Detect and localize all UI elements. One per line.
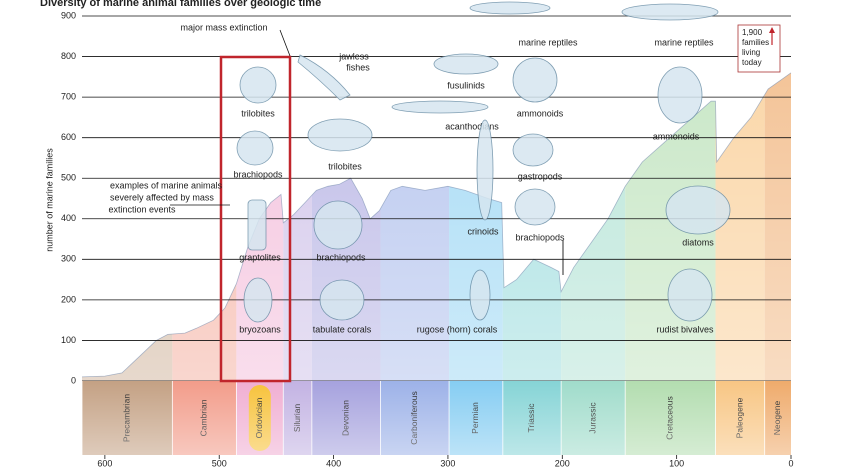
illustration bbox=[313, 200, 363, 250]
y-tick-label: 500 bbox=[61, 173, 76, 183]
illustration bbox=[512, 57, 558, 103]
illustration bbox=[243, 277, 273, 323]
y-tick-label: 700 bbox=[61, 91, 76, 101]
x-tick-label: 500 bbox=[212, 458, 227, 468]
illustration bbox=[391, 100, 489, 114]
annotation: fusulinids bbox=[447, 80, 485, 90]
x-tick-label: 100 bbox=[669, 458, 684, 468]
y-tick-label: 300 bbox=[61, 254, 76, 264]
x-tick-label: 400 bbox=[326, 458, 341, 468]
note: living bbox=[742, 48, 760, 57]
illustration bbox=[247, 199, 267, 251]
y-tick-label: 0 bbox=[71, 375, 76, 385]
callout: severely affected by mass bbox=[110, 192, 214, 202]
y-tick-label: 200 bbox=[61, 294, 76, 304]
illustration bbox=[621, 3, 719, 21]
annotation: ammonoids bbox=[653, 131, 700, 141]
note: 1,900 bbox=[742, 28, 763, 37]
highlight-box bbox=[219, 55, 292, 383]
callout: extinction events bbox=[108, 204, 176, 214]
annotation: crinoids bbox=[467, 226, 499, 236]
annotation: brachiopods bbox=[515, 232, 565, 242]
y-tick-label: 600 bbox=[61, 132, 76, 142]
annotation: trilobites bbox=[328, 161, 362, 171]
annotation: gastropods bbox=[518, 171, 563, 181]
illustration bbox=[657, 66, 703, 124]
annotation: acanthodians bbox=[445, 121, 499, 131]
illustration bbox=[469, 1, 551, 15]
y-tick-label: 400 bbox=[61, 213, 76, 223]
annotation: major mass extinction bbox=[180, 22, 267, 32]
annotation: graptolites bbox=[239, 252, 281, 262]
band-fade bbox=[82, 381, 791, 455]
illustration bbox=[319, 279, 365, 321]
annotation: diatoms bbox=[682, 237, 714, 247]
y-tick-label: 800 bbox=[61, 51, 76, 61]
annotation: trilobites bbox=[241, 108, 275, 118]
illustration bbox=[512, 133, 554, 167]
x-tick-label: 600 bbox=[97, 458, 112, 468]
illustration bbox=[297, 54, 351, 101]
illustration bbox=[514, 188, 556, 226]
annotation: bryozoans bbox=[239, 324, 281, 334]
annotation: marine reptiles bbox=[654, 37, 714, 47]
illustration bbox=[665, 185, 731, 235]
annotation: rudist bivalves bbox=[656, 324, 714, 334]
annotation: brachiopods bbox=[233, 169, 283, 179]
illustration bbox=[667, 268, 713, 322]
illustration bbox=[433, 53, 499, 75]
annotation: tabulate corals bbox=[313, 324, 372, 334]
x-tick-label: 0 bbox=[788, 458, 793, 468]
chart-title: Diversity of marine animal families over… bbox=[40, 0, 321, 9]
annotation: ammonoids bbox=[517, 108, 564, 118]
illustration bbox=[236, 130, 274, 166]
illustration bbox=[469, 269, 491, 321]
note: families bbox=[742, 38, 769, 47]
annotation: rugose (horn) corals bbox=[417, 324, 498, 334]
pointer-line bbox=[279, 29, 291, 57]
y-axis-label: number of marine families bbox=[44, 148, 54, 252]
callout: examples of marine animals bbox=[110, 180, 223, 190]
annotation: fishes bbox=[346, 62, 370, 72]
chart-layer: 0100200300400500600700800900PrecambrianC… bbox=[61, 1, 794, 468]
annotation: brachiopods bbox=[316, 252, 366, 262]
y-tick-label: 100 bbox=[61, 335, 76, 345]
note: today bbox=[742, 58, 762, 67]
illustration bbox=[307, 118, 373, 152]
x-tick-label: 300 bbox=[440, 458, 455, 468]
illustration bbox=[239, 66, 277, 104]
illustration bbox=[476, 119, 494, 221]
annotation: marine reptiles bbox=[518, 37, 578, 47]
y-tick-label: 900 bbox=[61, 10, 76, 20]
note-arrow-head bbox=[769, 27, 775, 33]
annotation: jawless bbox=[338, 51, 369, 61]
x-tick-label: 200 bbox=[555, 458, 570, 468]
